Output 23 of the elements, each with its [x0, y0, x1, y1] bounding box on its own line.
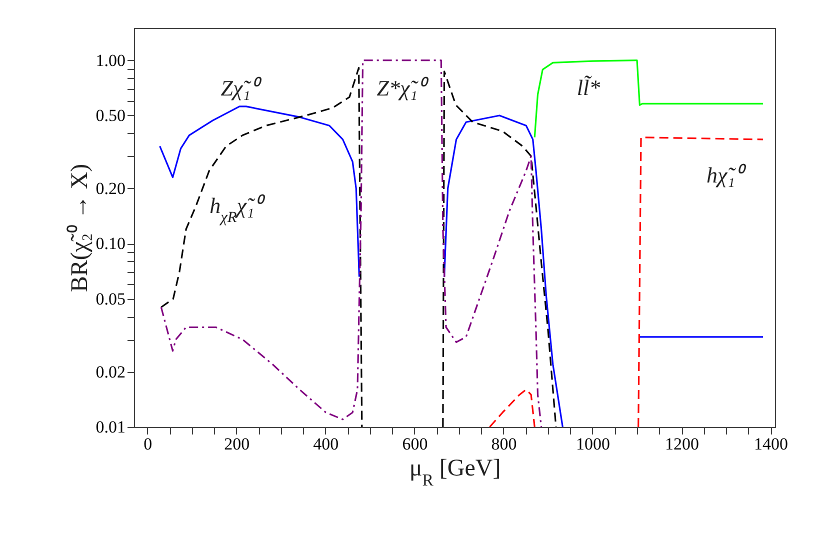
x-tick-label: 1400	[754, 434, 788, 454]
x-axis-title: μ$_{R}$ [GeV]	[409, 456, 501, 489]
annotation: hχ̃₁⁰	[706, 162, 747, 188]
line-series	[534, 59, 764, 138]
annotation: h$_{χR}$χ̃₁⁰	[210, 193, 266, 226]
y-tick-label: 0.50	[96, 106, 126, 125]
y-tick-label: 0.02	[96, 362, 126, 382]
y-tick-label: 1.00	[96, 50, 126, 70]
y-axis-title: BR(χ̃₂⁰ → X)	[66, 164, 93, 292]
x-tick-label: 200	[224, 434, 250, 454]
y-tick-label: 0.10	[96, 234, 126, 254]
y-tick-label: 0.01	[96, 418, 126, 436]
x-tick-label: 0	[144, 434, 152, 454]
annotation: Z*χ̃₁⁰	[376, 75, 430, 100]
x-tick-label: 400	[313, 434, 339, 454]
y-tick-label: 0.20	[96, 178, 126, 198]
y-tick-label: 0.05	[96, 289, 126, 308]
annotation: Zχ̃₁⁰	[220, 75, 262, 100]
x-tick-label: 600	[402, 434, 428, 454]
x-tick-label: 1200	[665, 434, 700, 454]
x-tick-label: 800	[491, 434, 517, 454]
annotation: ll̃*	[576, 75, 600, 100]
x-tick-label: 1000	[576, 434, 610, 454]
